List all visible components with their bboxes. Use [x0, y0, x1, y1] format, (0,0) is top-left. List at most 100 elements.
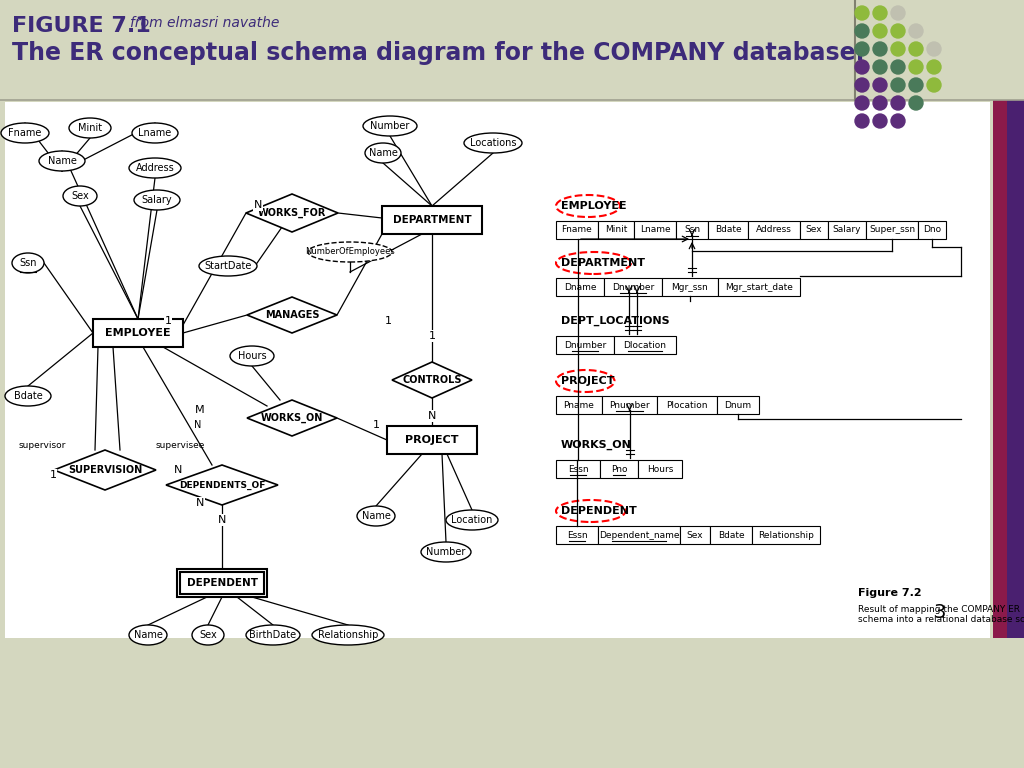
Text: Pnumber: Pnumber [609, 400, 650, 409]
Circle shape [891, 96, 905, 110]
Circle shape [855, 6, 869, 20]
Text: N: N [428, 411, 436, 421]
Ellipse shape [421, 542, 471, 562]
FancyBboxPatch shape [556, 221, 598, 239]
Ellipse shape [39, 151, 85, 171]
FancyBboxPatch shape [614, 336, 676, 354]
Ellipse shape [230, 346, 274, 366]
Text: Ssn: Ssn [684, 226, 700, 234]
FancyBboxPatch shape [177, 569, 267, 597]
FancyBboxPatch shape [602, 396, 657, 414]
Circle shape [927, 60, 941, 74]
Ellipse shape [12, 253, 44, 273]
Ellipse shape [132, 123, 178, 143]
Text: WORKS_ON: WORKS_ON [261, 413, 324, 423]
Circle shape [873, 114, 887, 128]
Circle shape [891, 78, 905, 92]
Circle shape [873, 60, 887, 74]
FancyBboxPatch shape [993, 100, 1007, 638]
Circle shape [855, 24, 869, 38]
FancyBboxPatch shape [634, 221, 676, 239]
Circle shape [855, 60, 869, 74]
Ellipse shape [129, 158, 181, 178]
Text: Number: Number [371, 121, 410, 131]
FancyBboxPatch shape [638, 460, 682, 478]
Text: WORKS_ON: WORKS_ON [561, 440, 632, 450]
FancyBboxPatch shape [598, 526, 680, 544]
FancyBboxPatch shape [717, 396, 759, 414]
Ellipse shape [246, 625, 300, 645]
FancyBboxPatch shape [598, 221, 634, 239]
FancyBboxPatch shape [866, 221, 918, 239]
Polygon shape [392, 362, 472, 398]
Polygon shape [247, 297, 337, 333]
Text: BirthDate: BirthDate [250, 630, 297, 640]
Text: Super_ssn: Super_ssn [869, 226, 915, 234]
Text: Essn: Essn [566, 531, 588, 539]
Ellipse shape [357, 506, 395, 526]
Text: 1: 1 [49, 470, 56, 480]
Text: SUPERVISION: SUPERVISION [68, 465, 142, 475]
Text: Essn: Essn [567, 465, 589, 474]
Circle shape [873, 96, 887, 110]
Text: Result of mapping the COMPANY ER
schema into a relational database schema.: Result of mapping the COMPANY ER schema … [858, 605, 1024, 624]
Text: N: N [195, 420, 202, 430]
FancyBboxPatch shape [918, 221, 946, 239]
Text: Location: Location [452, 515, 493, 525]
Polygon shape [247, 400, 337, 436]
Text: Name: Name [133, 630, 163, 640]
Text: Fname: Fname [561, 226, 592, 234]
Text: EMPLOYEE: EMPLOYEE [105, 328, 171, 338]
Text: Name: Name [369, 148, 397, 158]
FancyBboxPatch shape [600, 460, 638, 478]
Text: M: M [196, 405, 205, 415]
Circle shape [891, 114, 905, 128]
Circle shape [909, 96, 923, 110]
Text: Hours: Hours [238, 351, 266, 361]
Text: Sex: Sex [687, 531, 703, 539]
Text: StartDate: StartDate [205, 261, 252, 271]
Text: 1: 1 [428, 331, 435, 341]
FancyBboxPatch shape [748, 221, 800, 239]
FancyBboxPatch shape [662, 278, 718, 296]
Text: WORKS_FOR: WORKS_FOR [258, 208, 327, 218]
Text: Lname: Lname [138, 128, 172, 138]
Text: Bdate: Bdate [718, 531, 744, 539]
Circle shape [855, 96, 869, 110]
FancyBboxPatch shape [710, 526, 752, 544]
FancyBboxPatch shape [604, 278, 662, 296]
Text: Number: Number [426, 547, 466, 557]
Circle shape [873, 24, 887, 38]
Circle shape [909, 42, 923, 56]
Text: N: N [218, 515, 226, 525]
Ellipse shape [556, 195, 620, 217]
Text: NumberOfEmployees: NumberOfEmployees [305, 247, 395, 257]
Text: Pname: Pname [563, 400, 595, 409]
Text: Dnum: Dnum [724, 400, 752, 409]
Text: Address: Address [135, 163, 174, 173]
Circle shape [891, 24, 905, 38]
Polygon shape [166, 465, 278, 505]
Text: MANAGES: MANAGES [265, 310, 319, 320]
Ellipse shape [446, 510, 498, 530]
Polygon shape [54, 450, 156, 490]
Text: Hours: Hours [647, 465, 673, 474]
Text: supervisee: supervisee [156, 442, 205, 451]
FancyBboxPatch shape [556, 526, 598, 544]
FancyBboxPatch shape [752, 526, 820, 544]
Text: Dno: Dno [923, 226, 941, 234]
Ellipse shape [556, 500, 626, 522]
Text: Mgr_start_date: Mgr_start_date [725, 283, 793, 292]
Text: Dnumber: Dnumber [564, 340, 606, 349]
Text: Dependent_name: Dependent_name [599, 531, 679, 539]
Text: supervisor: supervisor [18, 442, 66, 451]
Text: PROJECT: PROJECT [406, 435, 459, 445]
Circle shape [873, 42, 887, 56]
Text: EMPLOYEE: EMPLOYEE [561, 201, 627, 211]
FancyBboxPatch shape [718, 278, 800, 296]
Circle shape [855, 78, 869, 92]
FancyBboxPatch shape [680, 526, 710, 544]
Text: Dnumber: Dnumber [612, 283, 654, 292]
Text: from elmasri navathe: from elmasri navathe [130, 16, 280, 30]
Circle shape [927, 78, 941, 92]
